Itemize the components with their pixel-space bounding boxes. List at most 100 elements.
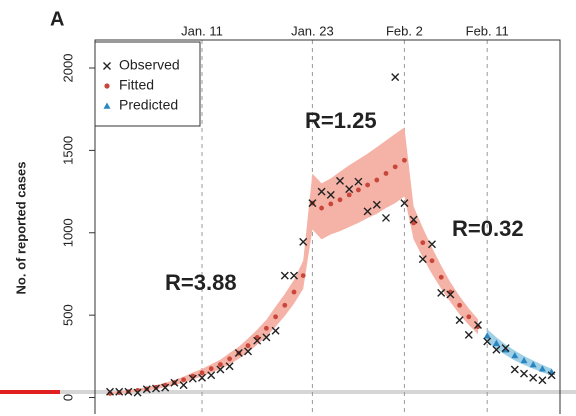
observed-point — [538, 376, 547, 385]
legend-marker — [103, 62, 111, 70]
fitted-point — [402, 157, 407, 163]
legend-marker — [104, 83, 110, 89]
video-progress — [0, 390, 60, 394]
observed-point — [317, 187, 326, 196]
fitted-point — [365, 182, 370, 188]
observed-point — [409, 215, 418, 224]
fitted-point — [356, 187, 361, 193]
fitted-point — [282, 302, 288, 308]
legend-label: Observed — [119, 57, 180, 73]
observed-point — [520, 369, 528, 378]
fitted-point — [328, 201, 334, 207]
observed-point — [326, 190, 335, 199]
fitted-point — [374, 177, 380, 183]
observed-point — [290, 271, 298, 280]
fitted-point — [153, 384, 159, 390]
observed-point — [547, 371, 556, 380]
date-label: Jan. 23 — [291, 23, 334, 38]
fitted-point — [291, 289, 297, 295]
observed-point — [354, 177, 363, 186]
observed-point — [234, 349, 243, 358]
y-axis-label: No. of reported cases — [13, 162, 28, 295]
date-label: Feb. 11 — [466, 23, 509, 38]
observed-point — [501, 344, 510, 353]
fitted-point — [208, 366, 214, 372]
annotation: R=1.25 — [305, 108, 377, 133]
observed-point — [455, 316, 464, 325]
confidence-band — [487, 329, 552, 376]
confidence-band — [110, 127, 478, 395]
fitted-point — [346, 192, 352, 198]
observed-point — [207, 371, 216, 380]
predicted-point — [520, 356, 528, 364]
observed-point — [446, 290, 455, 299]
fitted-point — [337, 197, 343, 203]
observed-point — [428, 240, 436, 249]
legend-marker — [103, 102, 111, 109]
observed-point — [372, 200, 381, 209]
fitted-point — [383, 171, 389, 176]
observed-point — [115, 387, 124, 396]
fitted-point — [392, 164, 398, 170]
observed-point — [198, 373, 206, 382]
predicted-point — [502, 346, 510, 353]
y-tick-label: 1000 — [60, 218, 75, 247]
fitted-point — [420, 240, 426, 246]
annotation: R=3.88 — [165, 270, 237, 295]
fitted-point — [181, 377, 187, 383]
observed-point — [133, 388, 142, 397]
observed-point — [262, 333, 271, 342]
fitted-point — [218, 362, 223, 367]
observed-point — [336, 176, 344, 185]
observed-point — [280, 271, 289, 280]
observed-point — [225, 362, 234, 371]
video-progress-track — [0, 390, 576, 394]
observed-point — [188, 374, 197, 383]
predicted-point — [529, 361, 537, 368]
observed-point — [244, 347, 252, 356]
fitted-point — [319, 205, 324, 211]
predicted-point — [511, 352, 519, 359]
predicted-point — [483, 332, 491, 339]
y-tick-label: 0 — [60, 394, 75, 401]
fitted-point — [429, 258, 435, 264]
observed-point — [483, 337, 492, 346]
y-tick-label: 2000 — [60, 54, 75, 83]
fitted-point — [199, 370, 205, 376]
observed-point — [308, 199, 317, 208]
predicted-point — [538, 365, 546, 372]
fitted-point — [300, 273, 306, 279]
observed-point — [170, 378, 179, 387]
observed-point — [179, 381, 188, 390]
fitted-point — [264, 325, 269, 331]
observed-point — [253, 336, 262, 345]
observed-point — [345, 185, 354, 194]
fitted-point — [227, 356, 233, 362]
observed-point — [510, 365, 519, 374]
observed-point — [161, 383, 170, 392]
legend-label: Fitted — [119, 77, 154, 93]
observed-point — [391, 73, 400, 82]
annotation: R=0.32 — [452, 216, 524, 241]
fitted-point — [466, 314, 472, 320]
fitted-point — [457, 302, 462, 308]
observed-point — [400, 199, 409, 208]
y-tick-label: 500 — [60, 304, 75, 326]
observed-point — [464, 330, 473, 339]
panel-label: A — [50, 8, 64, 30]
observed-point — [363, 207, 372, 216]
observed-point — [106, 387, 114, 396]
observed-point — [152, 384, 160, 393]
observed-point — [142, 385, 151, 394]
fitted-point — [438, 274, 444, 280]
observed-point — [216, 365, 225, 374]
date-label: Jan. 11 — [181, 23, 223, 38]
fitted-point — [273, 314, 278, 320]
legend-box — [94, 41, 201, 127]
observed-point — [124, 387, 133, 396]
observed-point — [492, 345, 501, 354]
observed-point — [529, 373, 538, 382]
observed-point — [299, 237, 308, 246]
observed-point — [418, 255, 427, 264]
